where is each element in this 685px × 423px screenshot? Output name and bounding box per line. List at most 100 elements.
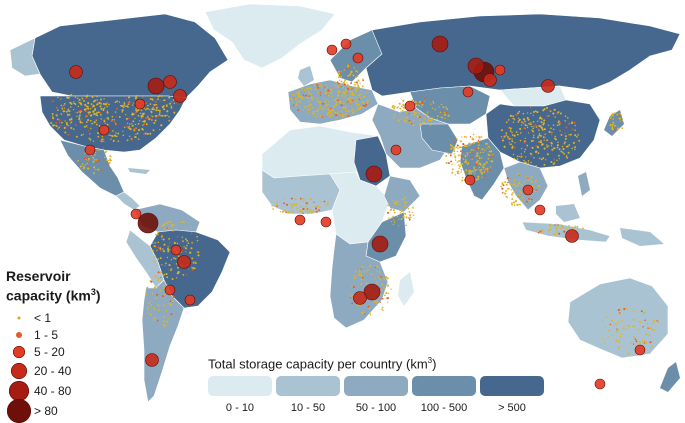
small-reservoir-dot [445, 154, 448, 158]
small-reservoir-dot [325, 204, 328, 206]
small-reservoir-dot [291, 204, 294, 207]
small-reservoir-dot [537, 152, 540, 155]
small-reservoir-dot [534, 190, 537, 193]
small-reservoir-dot [341, 113, 344, 116]
small-reservoir-dot [153, 122, 156, 124]
small-reservoir-dot [357, 304, 360, 307]
small-reservoir-dot [346, 101, 349, 103]
large-reservoir-marker [130, 208, 142, 220]
small-reservoir-dot [104, 107, 106, 109]
small-reservoir-dot [475, 169, 477, 171]
small-reservoir-dot [85, 158, 87, 161]
small-reservoir-dot [160, 225, 162, 228]
small-reservoir-dot [635, 340, 638, 343]
small-reservoir-dot [154, 255, 157, 257]
small-reservoir-dot [160, 271, 163, 274]
small-reservoir-dot [337, 73, 340, 75]
small-reservoir-dot [317, 98, 319, 100]
small-reservoir-dot [106, 102, 108, 104]
small-reservoir-dot [457, 147, 459, 150]
small-reservoir-dot [148, 118, 151, 121]
small-reservoir-dot [392, 116, 395, 119]
small-reservoir-dot [317, 205, 319, 208]
small-reservoir-dot [97, 135, 100, 138]
small-reservoir-dot [380, 289, 383, 292]
small-reservoir-dot [488, 145, 490, 148]
small-reservoir-dot [619, 313, 621, 315]
small-reservoir-dot [152, 95, 154, 97]
small-reservoir-dot [532, 130, 535, 133]
small-reservoir-dot [68, 113, 71, 116]
small-reservoir-dot [96, 111, 99, 114]
small-reservoir-dot [458, 146, 461, 149]
small-reservoir-dot [72, 108, 75, 111]
small-reservoir-dot [170, 269, 172, 272]
small-reservoir-dot [646, 322, 649, 325]
small-reservoir-dot [337, 82, 340, 85]
storage-legend-title-end: ) [432, 356, 437, 372]
small-reservoir-dot [176, 266, 179, 269]
small-reservoir-dot [61, 121, 63, 124]
small-reservoir-dot [337, 94, 340, 97]
small-reservoir-dot [126, 122, 129, 125]
central-america [115, 191, 141, 211]
small-reservoir-dot [97, 159, 100, 162]
storage-legend-scale: 0 - 10 10 - 50 50 - 100 100 - 500 > 500 [208, 376, 548, 414]
large-reservoir-marker [326, 44, 338, 56]
small-reservoir-dot [449, 144, 452, 146]
small-reservoir-dot [475, 147, 478, 150]
small-reservoir-dot [506, 177, 509, 180]
small-reservoir-dot [351, 99, 354, 102]
small-reservoir-dot [485, 161, 488, 164]
small-reservoir-dot [618, 345, 621, 348]
small-reservoir-dot [168, 96, 171, 99]
small-reservoir-dot [565, 155, 568, 158]
small-reservoir-dot [540, 141, 543, 144]
small-reservoir-dot [558, 148, 561, 151]
small-reservoir-dot [186, 228, 189, 231]
small-reservoir-dot [522, 122, 524, 124]
small-reservoir-dot [478, 166, 481, 169]
small-reservoir-dot [475, 136, 477, 138]
small-reservoir-dot [548, 109, 551, 112]
small-reservoir-dot [78, 118, 81, 121]
small-reservoir-dot [376, 283, 379, 286]
small-reservoir-dot [483, 149, 486, 151]
small-reservoir-dot [138, 120, 141, 122]
small-reservoir-dot [344, 106, 347, 109]
small-reservoir-dot [157, 271, 160, 274]
small-reservoir-dot [542, 136, 545, 139]
small-reservoir-dot [345, 109, 348, 112]
small-reservoir-dot [501, 139, 504, 142]
small-reservoir-dot [513, 146, 516, 149]
small-reservoir-dot [300, 95, 302, 98]
small-reservoir-dot [339, 100, 342, 103]
small-reservoir-dot [348, 96, 351, 100]
small-reservoir-dot [91, 106, 94, 108]
small-reservoir-dot [85, 108, 87, 110]
small-reservoir-dot [376, 281, 379, 283]
small-reservoir-dot [511, 203, 514, 206]
small-reservoir-dot [331, 109, 335, 112]
small-reservoir-dot [466, 152, 469, 155]
small-reservoir-dot [149, 98, 152, 100]
small-reservoir-dot [602, 337, 604, 340]
small-reservoir-dot [484, 142, 487, 145]
small-reservoir-dot [457, 154, 460, 157]
small-reservoir-dot [530, 112, 532, 115]
small-reservoir-dot [156, 264, 158, 266]
small-reservoir-dot [304, 94, 307, 97]
small-reservoir-dot [519, 191, 522, 194]
small-reservoir-dot [331, 90, 333, 93]
small-reservoir-dot [166, 114, 168, 116]
small-reservoir-dot [98, 102, 101, 105]
small-reservoir-dot [633, 309, 635, 312]
small-reservoir-dot [395, 201, 397, 204]
small-reservoir-dot [327, 111, 330, 114]
small-reservoir-dot [516, 158, 519, 160]
small-reservoir-dot [170, 106, 173, 109]
small-reservoir-dot [412, 206, 414, 209]
small-reservoir-dot [332, 99, 335, 101]
small-reservoir-dot [107, 116, 109, 119]
small-reservoir-dot [324, 88, 327, 91]
